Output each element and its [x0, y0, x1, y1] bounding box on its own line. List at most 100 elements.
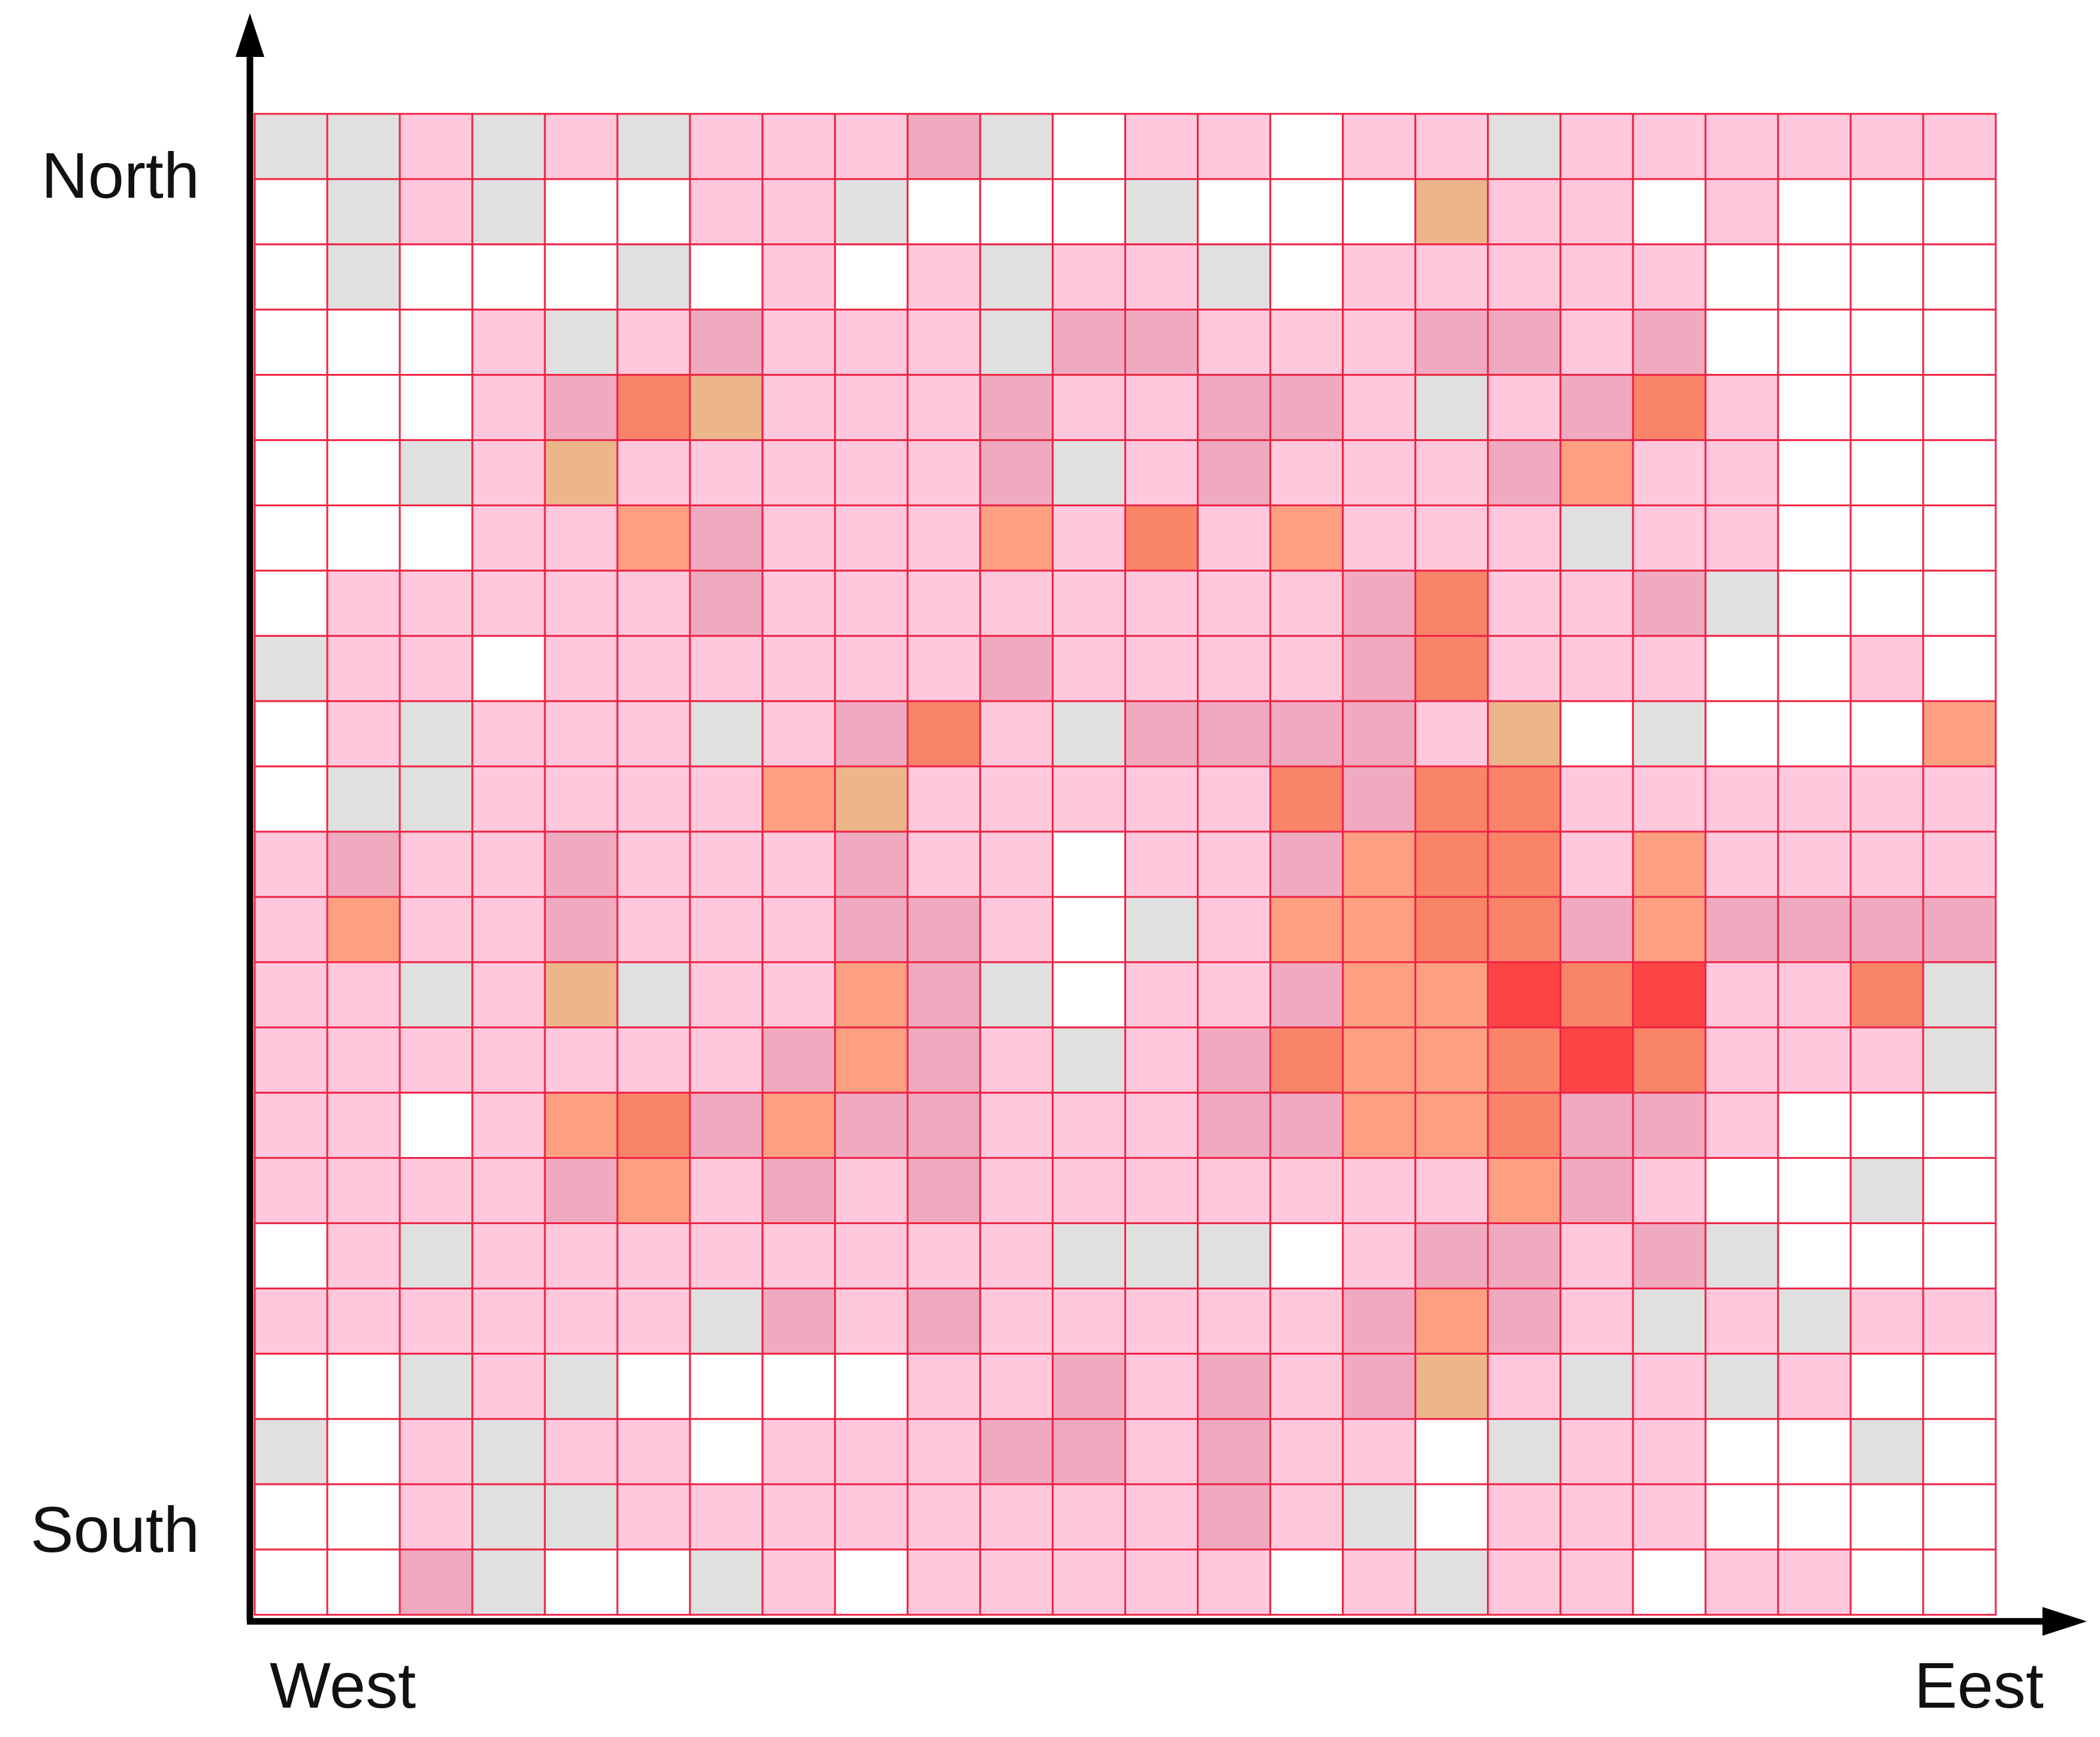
heatmap-cell — [1704, 1222, 1779, 1289]
heatmap-cell — [1051, 504, 1126, 572]
heatmap-cell — [1777, 1483, 1852, 1551]
heatmap-cell — [1922, 1548, 1997, 1616]
heatmap-cell — [326, 309, 401, 376]
heatmap-cell — [1051, 830, 1126, 898]
heatmap-cell — [689, 830, 764, 898]
heatmap-cell — [761, 635, 836, 702]
heatmap-cell — [1922, 1157, 1997, 1225]
heatmap-cell — [254, 309, 328, 376]
heatmap-cell — [1632, 1483, 1707, 1551]
heatmap-cell — [1269, 765, 1344, 833]
heatmap-cell — [906, 830, 981, 898]
heatmap-cell — [1414, 1352, 1489, 1420]
heatmap-cell — [906, 1418, 981, 1485]
heatmap-cell — [689, 765, 764, 833]
heatmap-cell — [979, 309, 1054, 376]
heatmap-cell — [761, 1222, 836, 1289]
heatmap-cell — [471, 1026, 546, 1094]
heatmap-cell — [1849, 1157, 1924, 1225]
heatmap-cell — [1487, 178, 1562, 246]
heatmap-cell — [979, 1222, 1054, 1289]
heatmap-cell — [1704, 1548, 1779, 1616]
heatmap-cell — [1559, 961, 1634, 1029]
heatmap-cell — [254, 243, 328, 311]
heatmap-cell — [979, 1287, 1054, 1355]
heatmap-cell — [1051, 243, 1126, 311]
heatmap-cell — [399, 1157, 473, 1225]
heatmap-cell — [834, 504, 909, 572]
heatmap-cell — [544, 309, 618, 376]
heatmap-cell — [1124, 243, 1199, 311]
heatmap-cell — [1197, 374, 1272, 442]
heatmap-cell — [689, 635, 764, 702]
heatmap-cell — [1632, 113, 1707, 180]
heatmap-cell — [1197, 504, 1272, 572]
heatmap-cell — [1414, 961, 1489, 1029]
heatmap-cell — [1269, 504, 1344, 572]
heatmap-cell — [761, 765, 836, 833]
heatmap-cell — [616, 1026, 691, 1094]
heatmap-cell — [254, 700, 328, 768]
heatmap-cell — [761, 830, 836, 898]
heatmap-cell — [471, 1287, 546, 1355]
heatmap-cell — [1124, 1287, 1199, 1355]
heatmap-cell — [834, 896, 909, 963]
heatmap-cell — [979, 635, 1054, 702]
heatmap-cell — [689, 961, 764, 1029]
heatmap-cell — [616, 896, 691, 963]
heatmap-cell — [544, 635, 618, 702]
heatmap-cell — [1124, 1548, 1199, 1616]
heatmap-cell — [761, 243, 836, 311]
heatmap-cell — [1342, 830, 1417, 898]
heatmap-cell — [616, 961, 691, 1029]
heatmap-cell — [1487, 1157, 1562, 1225]
heatmap-cell — [689, 178, 764, 246]
heatmap-cell — [1849, 439, 1924, 506]
heatmap-cell — [1559, 765, 1634, 833]
heatmap-cell — [1487, 1352, 1562, 1420]
heatmap-cell — [1269, 243, 1344, 311]
heatmap-cell — [254, 1222, 328, 1289]
heatmap-cell — [616, 1222, 691, 1289]
heatmap-cell — [1922, 1352, 1997, 1420]
heatmap-cell — [1124, 961, 1199, 1029]
heatmap-cell — [1414, 439, 1489, 506]
heatmap-cell — [1559, 113, 1634, 180]
heatmap-cell — [616, 178, 691, 246]
heatmap-cell — [1632, 1548, 1707, 1616]
heatmap-cell — [1197, 961, 1272, 1029]
heatmap-cell — [1632, 1287, 1707, 1355]
heatmap-cell — [1269, 569, 1344, 637]
heatmap-cell — [1124, 700, 1199, 768]
heatmap-cell — [1051, 1157, 1126, 1225]
heatmap-cell — [1704, 309, 1779, 376]
heatmap-cell — [254, 635, 328, 702]
heatmap-cell — [471, 243, 546, 311]
heatmap-cell — [1051, 896, 1126, 963]
heatmap-cell — [254, 1157, 328, 1225]
heatmap-cell — [906, 961, 981, 1029]
heatmap-cell — [254, 374, 328, 442]
heatmap-cell — [1704, 765, 1779, 833]
heatmap-cell — [689, 1352, 764, 1420]
heatmap-cell — [616, 374, 691, 442]
heatmap-cell — [1342, 1418, 1417, 1485]
heatmap-cell — [471, 1222, 546, 1289]
heatmap-cell — [1632, 700, 1707, 768]
heatmap-cell — [1559, 1548, 1634, 1616]
heatmap-cell — [399, 830, 473, 898]
heatmap-cell — [544, 113, 618, 180]
heatmap-cell — [399, 243, 473, 311]
heatmap-cell — [1849, 504, 1924, 572]
heatmap-cell — [906, 700, 981, 768]
heatmap-cell — [1487, 243, 1562, 311]
heatmap-cell — [1922, 1092, 1997, 1159]
heatmap-cell — [1197, 439, 1272, 506]
heatmap-cell — [1777, 961, 1852, 1029]
heatmap-cell — [1777, 635, 1852, 702]
heatmap-cell — [1922, 700, 1997, 768]
heatmap-cell — [399, 178, 473, 246]
heatmap-cell — [1704, 439, 1779, 506]
heatmap-cell — [1051, 1092, 1126, 1159]
heatmap-cell — [1559, 896, 1634, 963]
